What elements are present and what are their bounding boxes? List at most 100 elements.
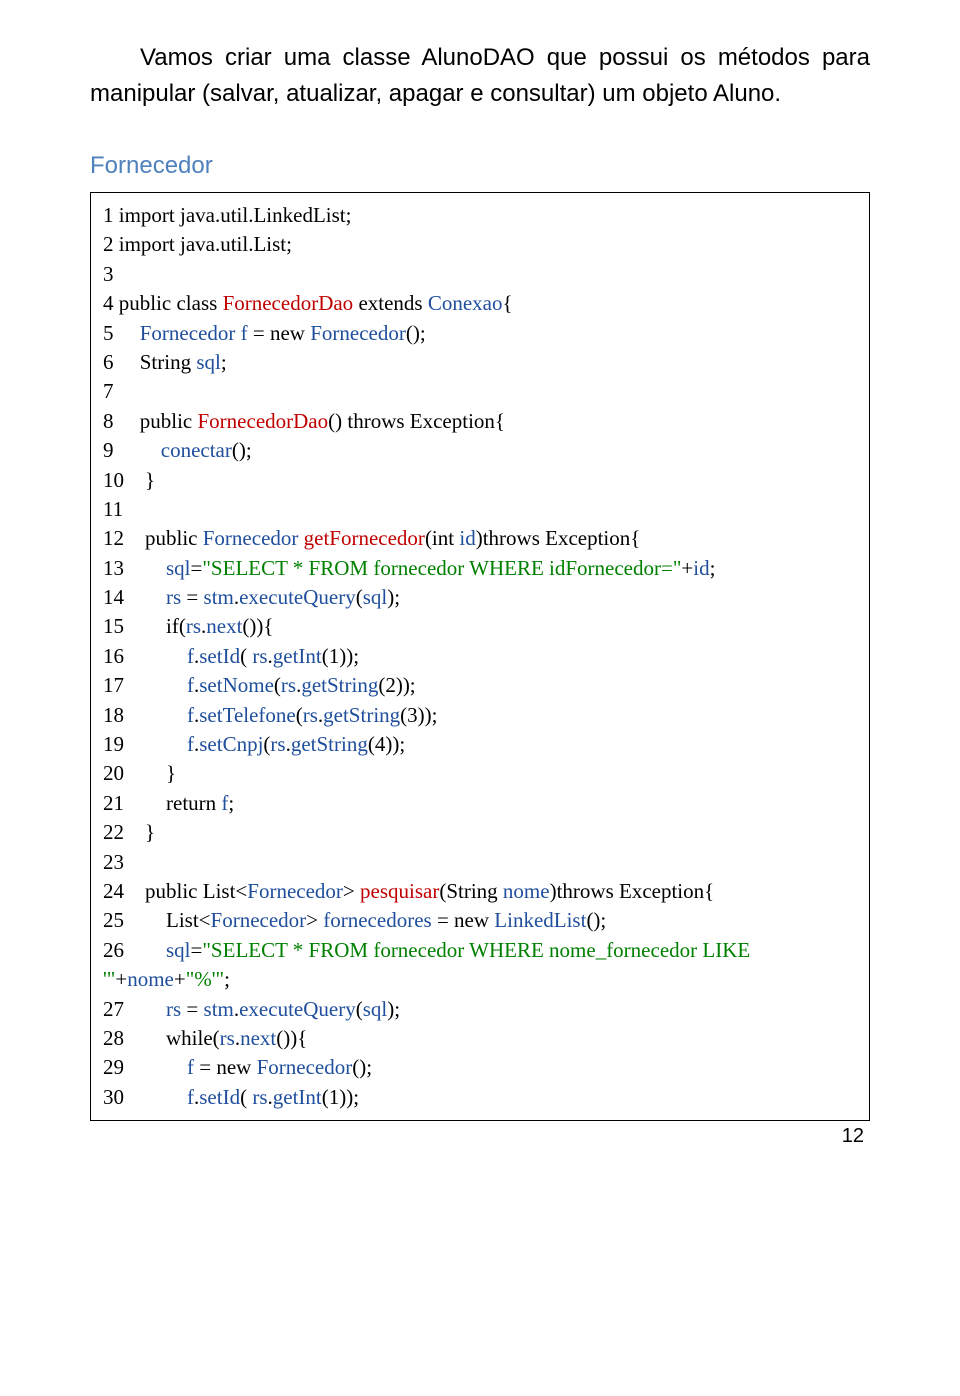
code-token: "SELECT * FROM fornecedor WHERE idFornec…: [202, 556, 681, 580]
code-token: rs: [303, 703, 318, 727]
code-token: setId: [199, 1085, 240, 1109]
code-token: +: [681, 556, 693, 580]
code-token: rs: [220, 1026, 235, 1050]
code-token: Fornecedor: [247, 879, 343, 903]
code-token: '": [103, 967, 115, 991]
code-line: 25 List<Fornecedor> fornecedores = new L…: [103, 906, 857, 935]
code-token: sql: [166, 556, 191, 580]
code-token: f: [187, 703, 194, 727]
code-token: getFornecedor: [304, 526, 425, 550]
code-token: Fornecedor: [310, 321, 406, 345]
code-token: 19: [103, 732, 187, 756]
code-token: =: [181, 585, 203, 609]
code-token: ;: [221, 350, 227, 374]
code-token: getInt: [273, 1085, 322, 1109]
page-number: 12: [90, 1125, 870, 1148]
code-token: sql: [363, 997, 388, 1021]
code-token: (: [296, 703, 303, 727]
code-token: "SELECT * FROM fornecedor WHERE nome_for…: [202, 938, 750, 962]
code-line: 1 import java.util.LinkedList;: [103, 201, 857, 230]
code-token: = new: [248, 321, 311, 345]
code-token: sql: [363, 585, 388, 609]
code-token: Fornecedor: [257, 1055, 353, 1079]
code-line: 11: [103, 495, 857, 524]
code-token: fornecedores: [323, 908, 431, 932]
code-token: f: [187, 732, 194, 756]
code-line: 2 import java.util.List;: [103, 230, 857, 259]
code-token: setId: [199, 644, 240, 668]
code-token: (3));: [400, 703, 437, 727]
code-token: extends: [353, 291, 428, 315]
code-token: setCnpj: [199, 732, 263, 756]
code-line: 12 public Fornecedor getFornecedor(int i…: [103, 524, 857, 553]
code-token: ()){: [276, 1026, 307, 1050]
code-token: ();: [352, 1055, 372, 1079]
code-line: 10 }: [103, 466, 857, 495]
code-token: = new: [194, 1055, 257, 1079]
code-token: id: [693, 556, 709, 580]
code-token: rs: [270, 732, 285, 756]
code-token: 25 List<: [103, 908, 211, 932]
code-line: 15 if(rs.next()){: [103, 612, 857, 641]
intro-text: Vamos criar uma classe AlunoDAO que poss…: [90, 40, 870, 112]
code-token: (2));: [378, 673, 415, 697]
code-token: executeQuery: [239, 997, 356, 1021]
code-token: Fornecedor: [211, 908, 307, 932]
code-line: 30 f.setId( rs.getInt(1));: [103, 1083, 857, 1112]
code-token: 4 public class: [103, 291, 223, 315]
code-token: 18: [103, 703, 187, 727]
code-token: stm: [204, 997, 234, 1021]
code-token: (1));: [322, 1085, 359, 1109]
code-block: 1 import java.util.LinkedList;2 import j…: [90, 192, 870, 1121]
code-line: 3: [103, 260, 857, 289]
code-line: 24 public List<Fornecedor> pesquisar(Str…: [103, 877, 857, 906]
code-token: 12 public: [103, 526, 203, 550]
code-token: nome: [503, 879, 550, 903]
code-token: );: [387, 997, 400, 1021]
code-line: 26 sql="SELECT * FROM fornecedor WHERE n…: [103, 936, 857, 965]
code-token: nome: [127, 967, 174, 991]
code-line: 7: [103, 377, 857, 406]
code-token: getString: [301, 673, 378, 697]
code-token: 10 }: [103, 468, 155, 492]
code-line: 17 f.setNome(rs.getString(2));: [103, 671, 857, 700]
code-token: setNome: [199, 673, 274, 697]
code-token: 7: [103, 379, 114, 403]
code-line: 20 }: [103, 759, 857, 788]
heading-text: Fornecedor: [90, 152, 213, 179]
code-token: 20 }: [103, 761, 176, 785]
code-line: 29 f = new Fornecedor();: [103, 1053, 857, 1082]
code-token: 3: [103, 262, 114, 286]
code-token: 23: [103, 850, 124, 874]
code-token: 14: [103, 585, 166, 609]
code-token: 17: [103, 673, 187, 697]
code-token: pesquisar: [360, 879, 439, 903]
code-token: 21 return: [103, 791, 221, 815]
code-token: (: [356, 585, 363, 609]
code-line: 28 while(rs.next()){: [103, 1024, 857, 1053]
code-token: >: [306, 908, 323, 932]
code-token: (4));: [368, 732, 405, 756]
intro-paragraph: Vamos criar uma classe AlunoDAO que poss…: [90, 40, 870, 112]
code-token: 16: [103, 644, 187, 668]
code-token: executeQuery: [239, 585, 356, 609]
code-token: 26: [103, 938, 166, 962]
code-token: +: [174, 967, 186, 991]
code-token: >: [343, 879, 360, 903]
code-token: rs: [252, 1085, 267, 1109]
code-token: 11: [103, 497, 123, 521]
code-token: ;: [224, 967, 230, 991]
code-token: id: [459, 526, 475, 550]
code-token: 24 public List<: [103, 879, 247, 903]
code-token: +: [115, 967, 127, 991]
code-token: next: [206, 614, 242, 638]
code-line: 27 rs = stm.executeQuery(sql);: [103, 995, 857, 1024]
code-token: (: [240, 1085, 252, 1109]
code-token: 5: [103, 321, 140, 345]
code-token: 9: [103, 438, 161, 462]
code-token: setTelefone: [199, 703, 295, 727]
code-token: rs: [281, 673, 296, 697]
code-line: 8 public FornecedorDao() throws Exceptio…: [103, 407, 857, 436]
code-token: Fornecedor: [203, 526, 299, 550]
code-line: 14 rs = stm.executeQuery(sql);: [103, 583, 857, 612]
